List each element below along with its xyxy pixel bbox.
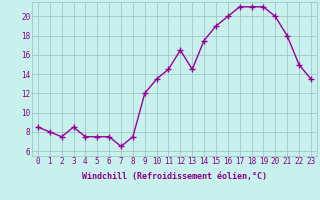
- X-axis label: Windchill (Refroidissement éolien,°C): Windchill (Refroidissement éolien,°C): [82, 172, 267, 181]
